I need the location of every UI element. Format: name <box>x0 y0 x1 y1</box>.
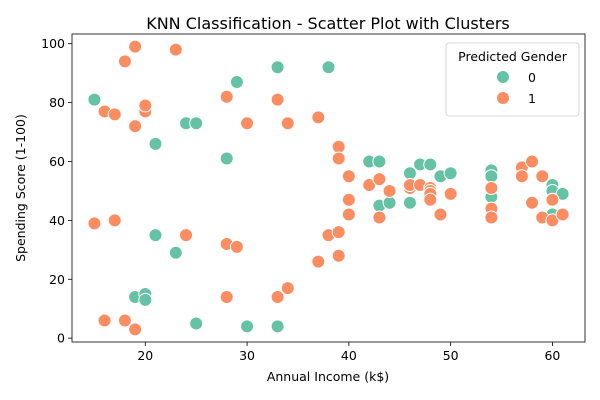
data-point-series-0-12 <box>240 319 255 334</box>
x-tick-label: 30 <box>239 348 255 363</box>
data-point-series-1-50 <box>514 169 529 184</box>
data-point-series-1-45 <box>443 186 458 201</box>
legend: Predicted Gender 0 1 <box>445 42 580 117</box>
data-point-series-0-14 <box>270 319 285 334</box>
y-axis-label: Spending Score (1-100) <box>13 114 28 262</box>
plot-frame <box>71 33 586 343</box>
data-point-series-1-24 <box>311 254 326 269</box>
y-tick-label: 40 <box>49 213 65 228</box>
data-point-series-0-3 <box>138 292 153 307</box>
data-point-series-1-0 <box>87 216 102 231</box>
data-point-series-1-36 <box>382 183 397 198</box>
x-tick-label: 50 <box>443 348 459 363</box>
data-point-series-1-44 <box>433 207 448 222</box>
data-point-series-0-10 <box>219 151 234 166</box>
data-point-series-1-46 <box>484 181 499 195</box>
data-point-series-0-0 <box>87 92 102 107</box>
x-axis-label: Annual Income (k$) <box>267 369 389 384</box>
legend-title: Predicted Gender <box>458 49 568 64</box>
data-point-series-0-6 <box>168 245 183 260</box>
data-point-series-1-19 <box>270 92 285 107</box>
x-tick-label: 20 <box>137 348 153 363</box>
data-point-series-1-6 <box>117 313 132 328</box>
y-tick-label: 100 <box>41 36 65 51</box>
data-point-series-1-3 <box>107 107 122 122</box>
y-tick-label: 0 <box>57 331 65 346</box>
data-point-series-1-31 <box>341 192 356 207</box>
data-point-series-1-27 <box>331 151 346 166</box>
data-point-series-0-9 <box>189 316 204 331</box>
data-point-series-0-23 <box>423 157 438 172</box>
data-point-series-0-8 <box>189 116 204 131</box>
data-point-series-1-48 <box>484 210 499 225</box>
y-axis-ticks: 0 20 40 60 80 100 <box>41 36 72 346</box>
points-layer <box>87 39 570 337</box>
data-point-series-1-22 <box>280 281 295 296</box>
data-point-series-1-34 <box>372 172 387 187</box>
legend-label-0: 0 <box>528 70 536 85</box>
data-point-series-0-20 <box>402 166 417 181</box>
data-point-series-0-25 <box>443 166 458 181</box>
data-point-series-1-51 <box>525 154 540 169</box>
data-point-series-1-57 <box>555 207 570 222</box>
data-point-series-1-29 <box>331 248 346 263</box>
data-point-series-1-8 <box>128 119 143 134</box>
legend-label-1: 1 <box>528 91 536 106</box>
data-point-series-1-18 <box>240 116 255 131</box>
y-tick-label: 80 <box>49 95 65 110</box>
chart-title: KNN Classification - Scatter Plot with C… <box>146 14 510 33</box>
x-tick-label: 60 <box>544 348 560 363</box>
data-point-series-0-17 <box>372 154 387 169</box>
data-point-series-1-7 <box>128 39 143 54</box>
data-point-series-1-32 <box>341 207 356 222</box>
x-tick-label: 40 <box>341 348 357 363</box>
data-point-series-0-13 <box>270 60 285 75</box>
legend-box <box>445 42 580 117</box>
data-point-series-1-53 <box>535 169 550 184</box>
data-point-series-1-2 <box>97 313 112 328</box>
data-point-series-0-4 <box>148 136 163 151</box>
data-point-series-1-21 <box>280 116 295 131</box>
data-point-series-1-43 <box>423 192 438 207</box>
data-point-series-1-5 <box>117 54 132 69</box>
data-point-series-1-20 <box>270 289 285 304</box>
data-point-series-1-4 <box>107 213 122 228</box>
data-point-series-1-52 <box>525 195 540 210</box>
legend-marker-1 <box>496 91 510 105</box>
data-point-series-1-55 <box>545 192 560 207</box>
data-point-series-1-30 <box>341 169 356 184</box>
data-point-series-1-28 <box>331 225 346 240</box>
data-point-series-1-9 <box>128 322 143 337</box>
data-point-series-0-5 <box>148 228 163 243</box>
data-point-series-1-26 <box>331 139 346 154</box>
y-tick-label: 20 <box>49 272 65 287</box>
data-point-series-1-11 <box>138 98 153 113</box>
data-point-series-0-11 <box>229 75 244 89</box>
data-point-series-0-27 <box>484 169 499 184</box>
y-tick-label: 60 <box>49 154 65 169</box>
legend-marker-0 <box>496 70 510 84</box>
data-point-series-1-23 <box>311 110 326 125</box>
data-point-series-1-17 <box>229 239 244 254</box>
data-point-series-1-12 <box>168 42 183 57</box>
x-axis-ticks: 20 30 40 50 60 <box>137 342 560 363</box>
data-point-series-1-13 <box>179 228 193 243</box>
data-point-series-1-16 <box>219 289 234 304</box>
data-point-series-0-21 <box>402 195 417 210</box>
data-point-series-0-15 <box>321 60 336 75</box>
data-point-series-1-14 <box>219 89 234 104</box>
data-point-series-1-35 <box>372 210 387 225</box>
data-point-series-0-19 <box>382 195 397 210</box>
